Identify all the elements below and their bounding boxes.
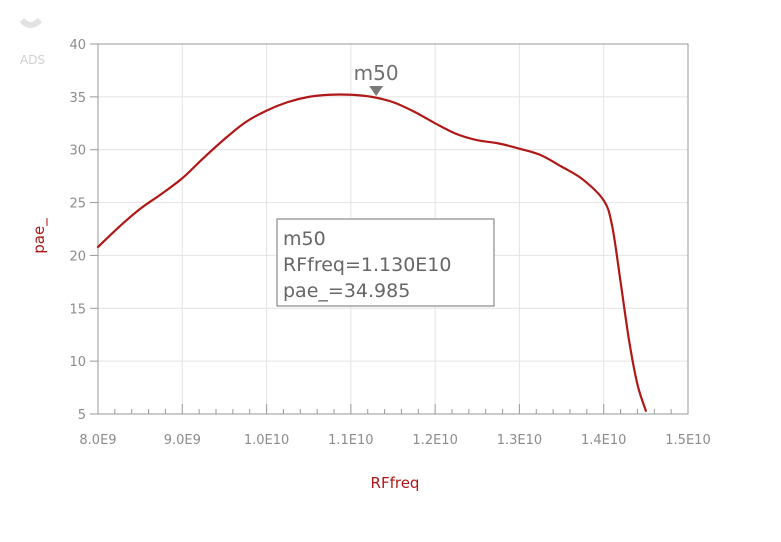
marker-readout-box[interactable]: m50 RFfreq=1.130E10 pae_=34.985 xyxy=(276,218,495,307)
y-tick-label: 20 xyxy=(69,249,86,264)
marker-m50-triangle-icon[interactable] xyxy=(369,86,384,97)
y-tick-label: 15 xyxy=(69,302,86,317)
plot-frame xyxy=(97,43,689,415)
y-axis-ticks: 5 10 15 20 25 30 35 40 xyxy=(69,38,98,423)
logo-text: ADS xyxy=(20,53,45,67)
x-tick-label: 1.1E10 xyxy=(328,433,373,448)
series-line-pae xyxy=(96,93,647,412)
x-axis-ticks: 8.0E9 9.0E9 1.0E10 1.1E10 1.2E10 1.3E10 1.4E10… xyxy=(79,404,711,448)
y-tick-label: 35 xyxy=(69,91,86,106)
logo-swirl-icon xyxy=(19,17,43,28)
y-tick-label: 40 xyxy=(69,38,86,53)
y-axis-label: pae_ xyxy=(30,218,49,254)
x-tick-label: 8.0E9 xyxy=(79,433,116,448)
x-tick-label: 1.4E10 xyxy=(581,433,626,448)
x-axis-label: RFfreq xyxy=(371,474,420,492)
readout-line-x: RFfreq=1.130E10 xyxy=(283,254,451,276)
x-tick-label: 1.2E10 xyxy=(412,433,457,448)
readout-line-name: m50 xyxy=(283,228,326,250)
marker-readout-frame xyxy=(276,218,495,307)
x-tick-label: 9.0E9 xyxy=(164,433,201,448)
ads-logo: ADS xyxy=(19,17,45,67)
y-tick-label: 5 xyxy=(78,408,86,423)
x-tick-label: 1.5E10 xyxy=(665,433,710,448)
y-tick-label: 30 xyxy=(69,144,86,159)
readout-line-y: pae_=34.985 xyxy=(283,280,410,302)
x-tick-label: 1.0E10 xyxy=(244,433,289,448)
marker-m50-label: m50 xyxy=(354,61,399,85)
y-tick-label: 25 xyxy=(69,197,86,212)
x-tick-label: 1.3E10 xyxy=(497,433,542,448)
y-tick-label: 10 xyxy=(69,355,86,370)
